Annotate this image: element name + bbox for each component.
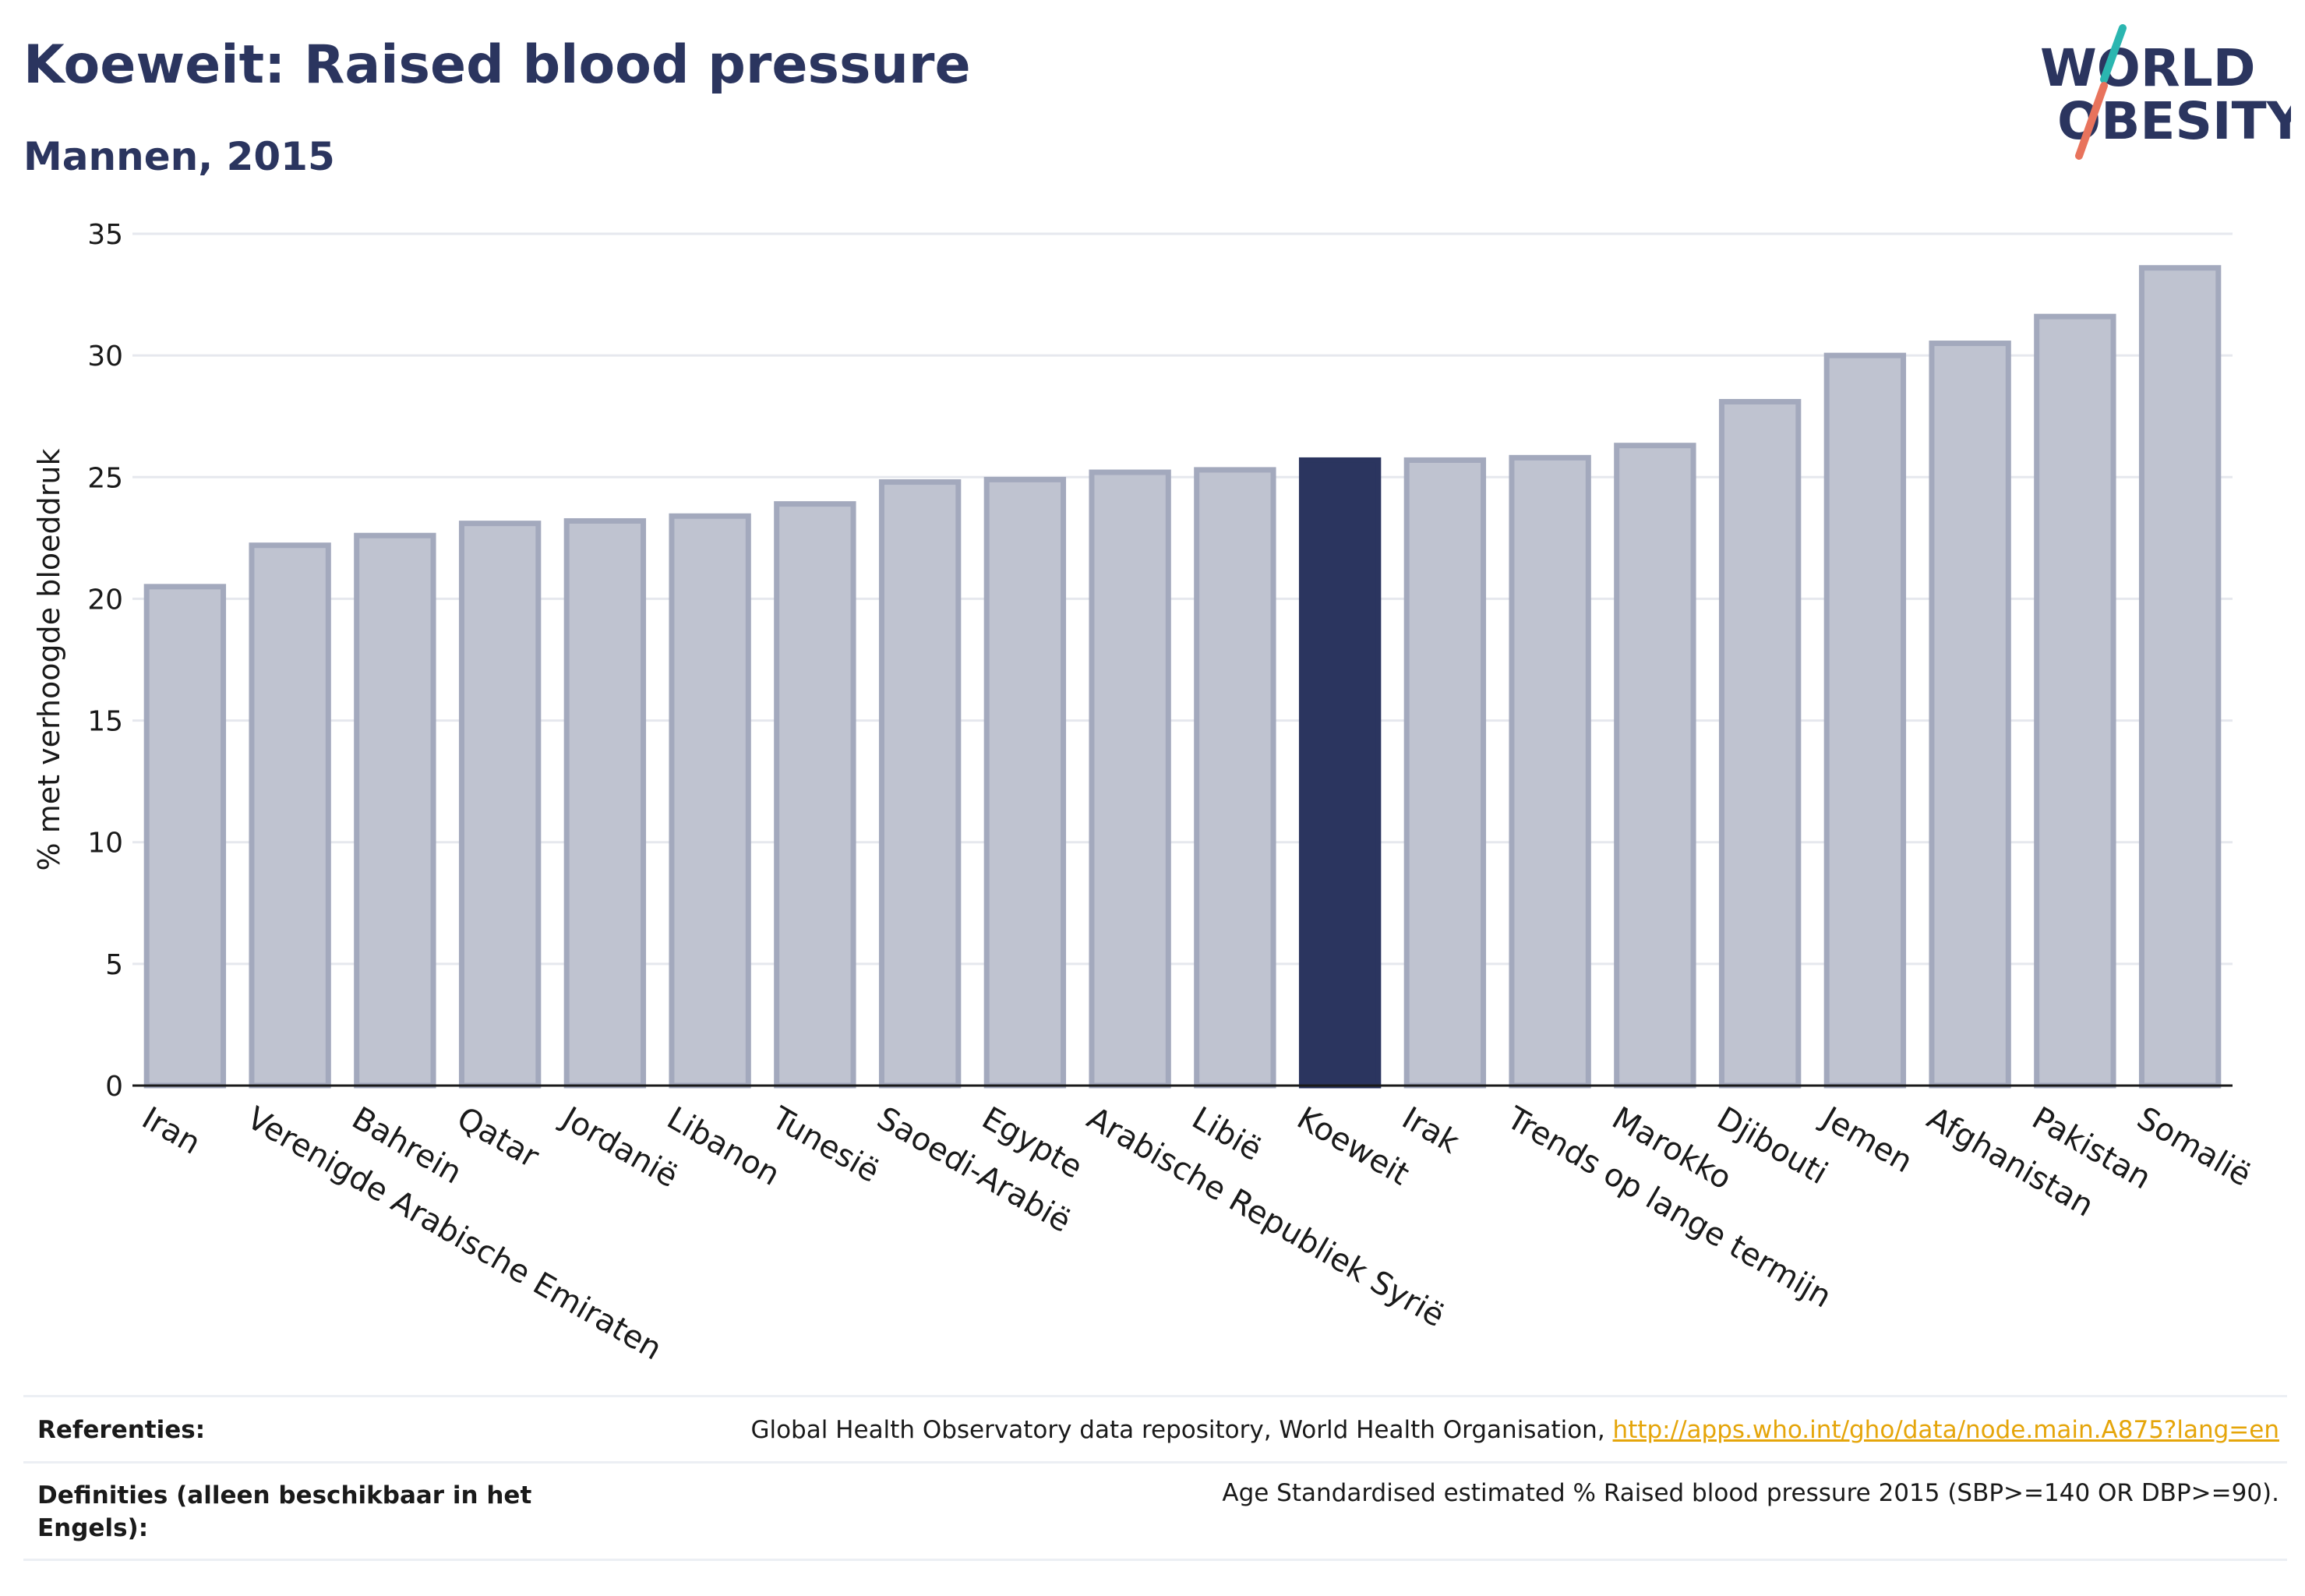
bar: [1718, 398, 1802, 1089]
bar: [249, 542, 331, 1089]
y-tick-label: 20: [87, 584, 123, 616]
bar: [2138, 265, 2222, 1089]
bar: [563, 517, 647, 1089]
x-tick-label: Somalië: [2131, 1100, 2257, 1194]
y-tick-label: 10: [87, 828, 123, 860]
references-text: Global Health Observatory data repositor…: [750, 1416, 1613, 1444]
y-tick-label: 5: [105, 949, 123, 981]
y-tick-label: 35: [87, 219, 123, 251]
y-axis-label: % met verhoogde bloeddruk: [32, 449, 66, 871]
bar: [1089, 469, 1171, 1089]
bar: [1823, 352, 1907, 1089]
x-tick-label: Libanon: [661, 1100, 785, 1193]
logo-world-text: WORLD: [2040, 38, 2256, 98]
logo-slash-teal: [2100, 24, 2127, 83]
bar: [2034, 313, 2116, 1089]
bar: [1614, 443, 1696, 1089]
y-tick-label: 15: [87, 706, 123, 738]
world-obesity-logo: WORLD OBESITY: [2040, 24, 2291, 160]
bar: [1403, 457, 1487, 1089]
x-tick-label: Jemen: [1814, 1099, 1918, 1180]
chart-subtitle: Mannen, 2015: [23, 134, 335, 179]
x-tick-label: Tunesië: [765, 1100, 885, 1189]
bar: [983, 476, 1067, 1089]
bar: [878, 479, 962, 1089]
bar: [458, 521, 542, 1089]
footer-table: Referenties: Global Health Observatory d…: [23, 1395, 2287, 1561]
bar: [669, 513, 751, 1089]
definitions-row: Definities (alleen beschikbaar in het En…: [23, 1461, 2287, 1561]
y-tick-label: 25: [87, 462, 123, 494]
gridlines: [132, 232, 2233, 966]
references-row: Referenties: Global Health Observatory d…: [23, 1395, 2287, 1461]
x-tick-label: Jordanië: [554, 1099, 684, 1195]
bar: [1929, 341, 2011, 1089]
bar: [143, 584, 227, 1089]
references-value: Global Health Observatory data repositor…: [750, 1416, 2279, 1444]
y-tick-label: 0: [105, 1071, 123, 1103]
chart-title: Koeweit: Raised blood pressure: [23, 34, 971, 96]
definitions-value: Age Standardised estimated % Raised bloo…: [1222, 1479, 2279, 1507]
bars: [143, 265, 2222, 1089]
bar-highlighted: [1298, 457, 1382, 1089]
y-axis-ticks: 0 5 10 15 20 25 30 35: [87, 219, 123, 1103]
bar: [1509, 454, 1591, 1089]
bar: [774, 501, 856, 1089]
x-tick-label: Irak: [1396, 1100, 1465, 1161]
definitions-label: Definities (alleen beschikbaar in het En…: [37, 1481, 532, 1542]
x-tick-label: Koeweit: [1291, 1100, 1415, 1193]
bar-chart: 0 5 10 15 20 25 30 35 Iran Verenigde Arabische E…: [32, 219, 2257, 1368]
references-label: Referenties:: [37, 1416, 206, 1444]
references-link[interactable]: http://apps.who.int/gho/data/node.main.A…: [1612, 1416, 2279, 1444]
bar: [1194, 467, 1276, 1089]
bar: [354, 532, 436, 1089]
x-axis-tick-labels: Iran Verenigde Arabische EmiratenBahreinQ…: [136, 1099, 2257, 1367]
x-tick-label: Iran: [136, 1100, 206, 1162]
logo-slash-coral: [2075, 82, 2108, 160]
y-tick-label: 30: [87, 341, 123, 373]
